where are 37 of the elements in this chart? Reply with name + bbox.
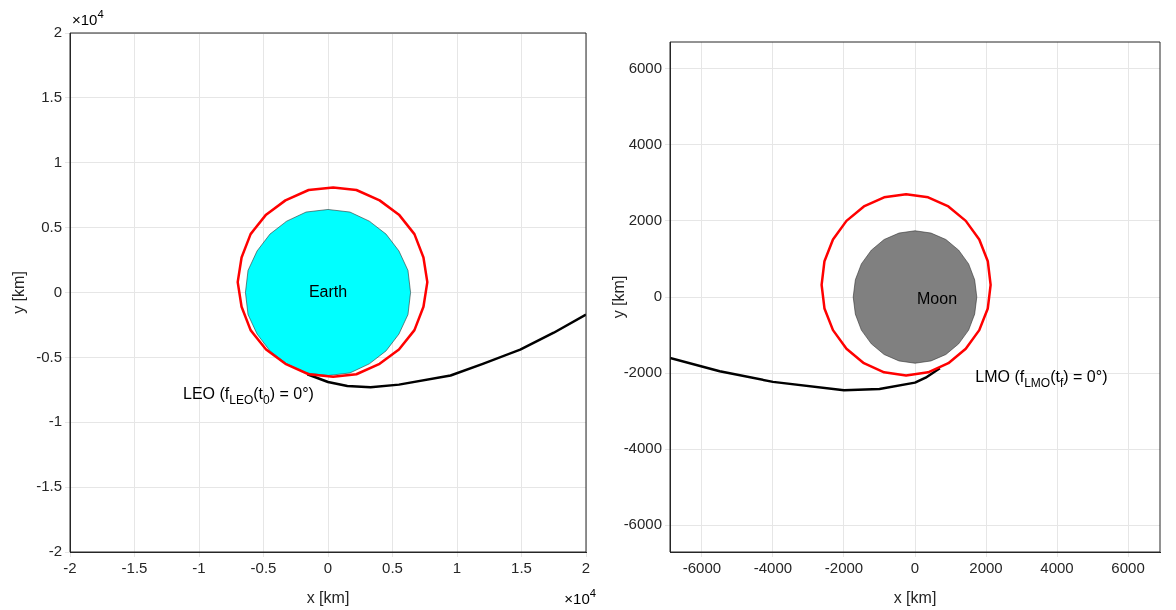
annotation: Earth <box>308 282 348 300</box>
y-tick-label: -1.5 <box>36 477 62 495</box>
y-axis-title: y [km] <box>610 275 628 319</box>
y-tick-label: 2000 <box>628 211 662 229</box>
y-tick-label: 0.5 <box>41 217 62 235</box>
x-axis-title: x [km] <box>893 588 937 606</box>
x-axis-title: x [km] <box>306 588 350 606</box>
x-tick-label: -1.5 <box>121 559 148 577</box>
x-tick-label: -4000 <box>753 559 793 577</box>
y-axis-title: y [km] <box>10 271 28 314</box>
x-tick-label: 6000 <box>1111 559 1145 577</box>
y-tick-label: 6000 <box>628 58 662 76</box>
x-tick-label: 0 <box>910 559 920 577</box>
y-tick-label: 2 <box>53 23 62 41</box>
x-tick-label: 2000 <box>969 559 1003 577</box>
annotation: Moon <box>917 290 958 308</box>
y-tick-label: -6000 <box>623 515 662 533</box>
y-tick-label: -4000 <box>623 439 662 457</box>
y-tick-label: -0.5 <box>36 347 62 365</box>
x-tick-label: 0.5 <box>382 559 403 577</box>
x-tick-label: 0 <box>323 559 333 577</box>
x-tick-label: 2 <box>581 559 591 577</box>
x-tick-label: 4000 <box>1040 559 1074 577</box>
x-tick-label: 1 <box>452 559 462 577</box>
y-tick-label: -2 <box>48 542 62 560</box>
y-tick-label: 0 <box>53 282 62 300</box>
y-tick-label: 1.5 <box>41 88 62 106</box>
y-tick-label: -2000 <box>623 363 662 381</box>
x-tick-label: -6000 <box>682 559 722 577</box>
y-tick-label: 1 <box>53 152 62 170</box>
x-tick-label: -1 <box>192 559 206 577</box>
y-tick-label: 4000 <box>628 134 662 152</box>
x-tick-label: -2000 <box>824 559 864 577</box>
y-tick-label: -1 <box>48 412 62 430</box>
x-tick-label: 1.5 <box>511 559 532 577</box>
y-tick-label: 0 <box>653 287 662 305</box>
x-tick-label: -0.5 <box>250 559 277 577</box>
